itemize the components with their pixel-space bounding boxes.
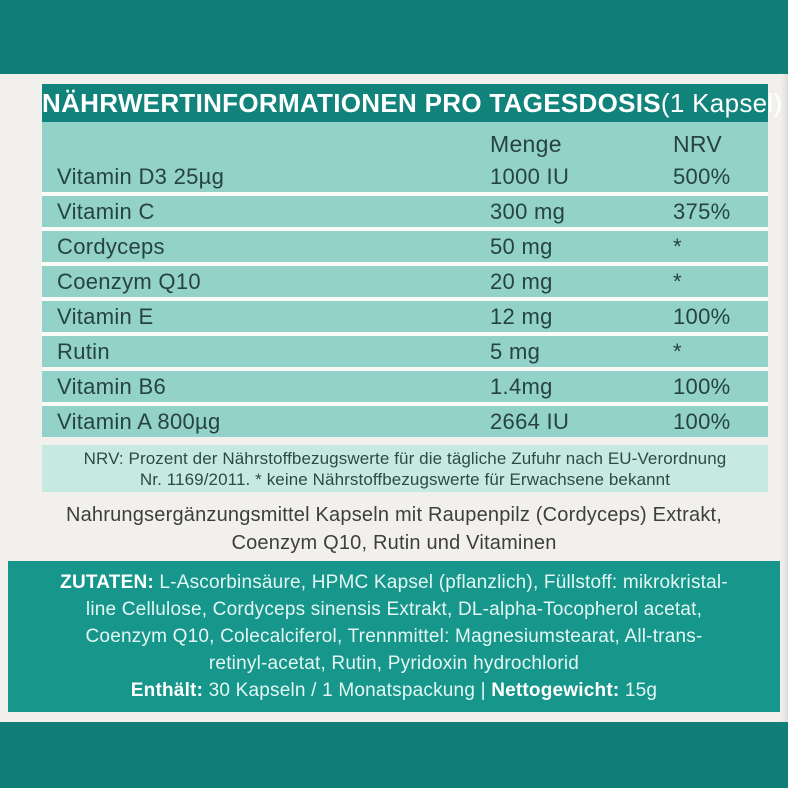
page-edge-shadow <box>781 74 788 722</box>
nrv-footnote: NRV: Prozent der Nährstoffbezugswerte fü… <box>42 445 768 492</box>
table-row: Coenzym Q10 20 mg * <box>42 266 768 301</box>
nutrition-card-title: NÄHRWERTINFORMATIONEN PRO TAGESDOSIS(1 K… <box>42 84 782 122</box>
nutrient-name: Vitamin B6 <box>57 373 166 399</box>
ingredients-block: ZUTATEN: L-Ascorbinsäure, HPMC Kapsel (p… <box>8 561 780 712</box>
nutrient-amount: 300 mg <box>490 198 566 224</box>
zutaten-label: ZUTATEN: <box>60 572 154 593</box>
nutrient-amount: 2664 IU <box>490 408 570 434</box>
nutrient-name: Vitamin C <box>57 198 155 224</box>
bottom-teal-band <box>0 722 788 788</box>
nutrient-amount: 1.4mg <box>490 373 553 399</box>
title-light-text: (1 Kapsel) <box>660 88 783 118</box>
card-gap <box>42 437 768 445</box>
table-row: Vitamin C 300 mg 375% <box>42 196 768 231</box>
description-line-1: Nahrungsergänzungsmittel Kapseln mit Rau… <box>65 504 723 526</box>
table-row: Vitamin E 12 mg 100% <box>42 301 768 336</box>
table-header-row: Menge NRV <box>42 128 768 161</box>
column-header-amount: Menge <box>490 131 562 157</box>
table-row: Rutin 5 mg * <box>42 336 768 371</box>
nutrient-name: Vitamin D3 25µg <box>57 163 225 189</box>
column-header-nrv: NRV <box>673 131 723 157</box>
nutrient-name: Vitamin A 800µg <box>57 408 221 434</box>
nutrient-nrv: * <box>673 268 682 294</box>
nutrient-amount: 20 mg <box>490 268 553 294</box>
nutrient-nrv: 100% <box>673 408 731 434</box>
netweight-label: Nettogewicht: <box>491 680 620 701</box>
ingredients-line-2: line Cellulose, Cordyceps sinensis Extra… <box>85 599 703 620</box>
nutrient-amount: 5 mg <box>490 338 541 364</box>
top-teal-band <box>0 0 788 74</box>
nutrient-nrv: 100% <box>673 303 731 329</box>
table-row: Vitamin A 800µg 2664 IU 100% <box>42 406 768 437</box>
nutrition-facts-card: NÄHRWERTINFORMATIONEN PRO TAGESDOSIS(1 K… <box>42 84 782 492</box>
ingredients-line-1: ZUTATEN: L-Ascorbinsäure, HPMC Kapsel (p… <box>8 569 780 596</box>
nutrient-name: Vitamin E <box>57 303 154 329</box>
nutrient-nrv: * <box>673 338 682 364</box>
table-row: Cordyceps 50 mg * <box>42 231 768 266</box>
table-row: Vitamin B6 1.4mg 100% <box>42 371 768 406</box>
contains-value: 30 Kapseln / 1 Monatspackung | <box>203 680 492 701</box>
footnote-line-2: Nr. 1169/2011. * keine Nährstoffbezugswe… <box>139 470 671 489</box>
footnote-line-1: NRV: Prozent der Nährstoffbezugswerte fü… <box>83 449 727 468</box>
nutrient-amount: 50 mg <box>490 233 553 259</box>
nutrient-amount: 12 mg <box>490 303 553 329</box>
description-line-2: Coenzym Q10, Rutin und Vitaminen <box>231 532 557 554</box>
nutrient-name: Cordyceps <box>57 233 165 259</box>
table-row: Vitamin D3 25µg 1000 IU 500% <box>42 161 768 196</box>
nutrient-nrv: 375% <box>673 198 731 224</box>
nutrient-name: Rutin <box>57 338 110 364</box>
ingredients-line-4: retinyl-acetat, Rutin, Pyridoxin hydroch… <box>208 653 580 674</box>
nutrient-amount: 1000 IU <box>490 163 570 189</box>
nutrition-table: Menge NRV Vitamin D3 25µg 1000 IU 500% V… <box>42 122 768 437</box>
nutrient-nrv: 100% <box>673 373 731 399</box>
nutrient-nrv: * <box>673 233 682 259</box>
title-bold-text: NÄHRWERTINFORMATIONEN PRO TAGESDOSIS <box>42 88 661 118</box>
nutrient-nrv: 500% <box>673 163 731 189</box>
ingredients-line-3: Coenzym Q10, Colecalciferol, Trennmittel… <box>85 626 703 647</box>
product-description: Nahrungsergänzungsmittel Kapseln mit Rau… <box>0 501 788 557</box>
netweight-value: 15g <box>619 680 658 701</box>
ingredients-line-1-text: L-Ascorbinsäure, HPMC Kapsel (pflanzlich… <box>153 572 728 593</box>
contains-line: Enthält: 30 Kapseln / 1 Monatspackung | … <box>8 677 780 704</box>
contains-label: Enthält: <box>130 680 204 701</box>
nutrient-name: Coenzym Q10 <box>57 268 201 294</box>
